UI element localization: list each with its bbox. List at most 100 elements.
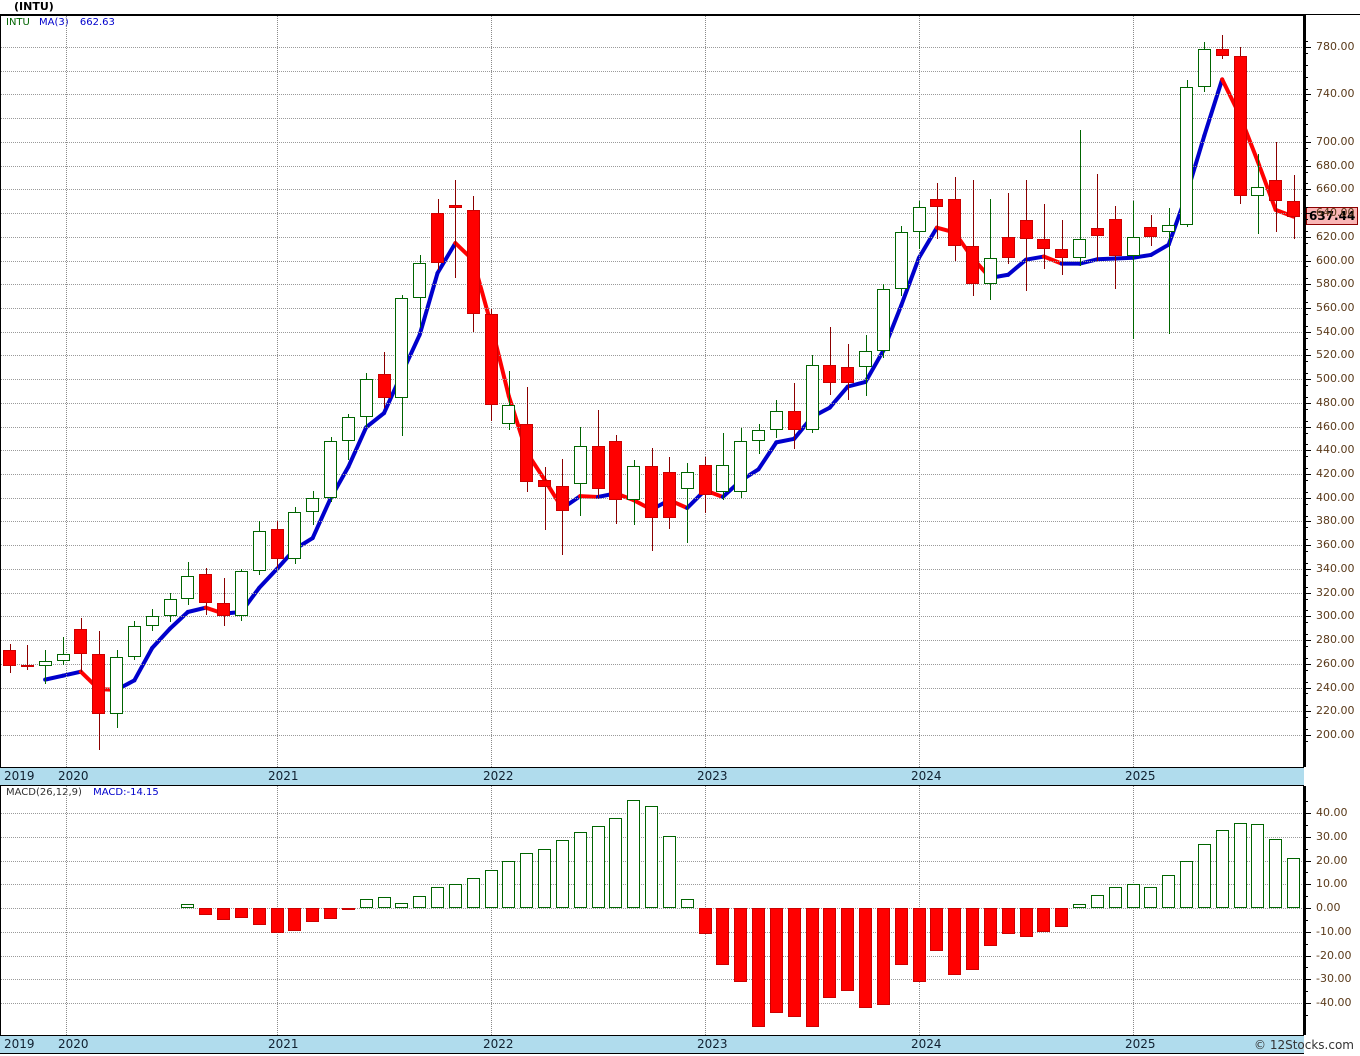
- candle-body[interactable]: [716, 464, 729, 492]
- macd-histogram-bar[interactable]: [253, 908, 266, 925]
- macd-histogram-bar[interactable]: [181, 904, 194, 908]
- candle-body[interactable]: [913, 207, 926, 233]
- candle-body[interactable]: [699, 464, 712, 496]
- candle-body[interactable]: [164, 598, 177, 617]
- macd-histogram-bar[interactable]: [663, 835, 676, 908]
- macd-histogram-bar[interactable]: [681, 898, 694, 908]
- candle-body[interactable]: [984, 258, 997, 285]
- macd-histogram-bar[interactable]: [502, 860, 515, 908]
- candle-body[interactable]: [3, 649, 16, 667]
- macd-histogram-bar[interactable]: [217, 908, 230, 920]
- macd-histogram-bar[interactable]: [609, 817, 622, 908]
- macd-histogram-bar[interactable]: [1287, 858, 1300, 908]
- candle-body[interactable]: [1144, 227, 1157, 237]
- date-axis-price[interactable]: 2019 2020 2021 2022 2023 2024 2025: [0, 767, 1304, 786]
- candle-body[interactable]: [235, 571, 248, 617]
- candle-body[interactable]: [574, 445, 587, 484]
- macd-histogram-bar[interactable]: [413, 896, 426, 908]
- candle-body[interactable]: [271, 528, 284, 560]
- candle-body[interactable]: [609, 440, 622, 501]
- candle-body[interactable]: [806, 364, 819, 431]
- macd-histogram-bar[interactable]: [895, 908, 908, 965]
- macd-histogram-bar[interactable]: [752, 908, 765, 1027]
- candle-body[interactable]: [378, 374, 391, 399]
- macd-histogram-bar[interactable]: [378, 897, 391, 908]
- macd-y-axis[interactable]: [1304, 786, 1360, 1035]
- macd-histogram-bar[interactable]: [360, 898, 373, 908]
- macd-histogram-bar[interactable]: [306, 908, 319, 923]
- candle-body[interactable]: [1180, 87, 1193, 225]
- candle-body[interactable]: [253, 530, 266, 572]
- candle-body[interactable]: [128, 625, 141, 657]
- candle-body[interactable]: [39, 661, 52, 667]
- macd-histogram-bar[interactable]: [966, 908, 979, 970]
- macd-histogram-bar[interactable]: [734, 908, 747, 982]
- macd-histogram-bar[interactable]: [627, 799, 640, 908]
- candle-body[interactable]: [431, 213, 444, 263]
- macd-histogram-bar[interactable]: [467, 878, 480, 908]
- macd-panel[interactable]: MACD(26,12,9) MACD:-14.15: [0, 786, 1304, 1035]
- macd-histogram-bar[interactable]: [699, 908, 712, 935]
- macd-histogram-bar[interactable]: [948, 908, 961, 975]
- macd-histogram-bar[interactable]: [877, 908, 890, 1006]
- macd-histogram-bar[interactable]: [271, 908, 284, 933]
- candle-body[interactable]: [74, 629, 87, 655]
- candle-body[interactable]: [663, 471, 676, 518]
- candle-body[interactable]: [841, 367, 854, 383]
- macd-histogram-bar[interactable]: [1127, 884, 1140, 908]
- candle-body[interactable]: [645, 465, 658, 518]
- macd-histogram-bar[interactable]: [1073, 904, 1086, 908]
- macd-histogram-bar[interactable]: [788, 908, 801, 1018]
- macd-histogram-bar[interactable]: [235, 908, 248, 918]
- candle-body[interactable]: [859, 350, 872, 368]
- macd-histogram-bar[interactable]: [1251, 823, 1264, 908]
- candle-body[interactable]: [734, 440, 747, 492]
- candle-body[interactable]: [467, 209, 480, 314]
- macd-histogram-bar[interactable]: [288, 908, 301, 931]
- macd-histogram-bar[interactable]: [574, 832, 587, 908]
- candle-body[interactable]: [1055, 248, 1068, 259]
- macd-histogram-bar[interactable]: [431, 886, 444, 908]
- candle-body[interactable]: [110, 656, 123, 714]
- candle-body[interactable]: [1162, 224, 1175, 233]
- macd-histogram-bar[interactable]: [1020, 908, 1033, 937]
- candle-body[interactable]: [1127, 236, 1140, 256]
- macd-histogram-bar[interactable]: [1198, 843, 1211, 908]
- macd-histogram-bar[interactable]: [1269, 839, 1282, 908]
- candle-body[interactable]: [1198, 49, 1211, 88]
- macd-histogram-bar[interactable]: [199, 908, 212, 916]
- candle-body[interactable]: [823, 364, 836, 383]
- candle-body[interactable]: [181, 576, 194, 599]
- macd-histogram-bar[interactable]: [1109, 886, 1122, 908]
- macd-histogram-bar[interactable]: [859, 908, 872, 1008]
- candle-body[interactable]: [1037, 239, 1050, 249]
- macd-histogram-bar[interactable]: [645, 805, 658, 908]
- date-axis-macd[interactable]: 2019 2020 2021 2022 2023 2024 2025: [0, 1035, 1304, 1054]
- macd-histogram-bar[interactable]: [485, 870, 498, 908]
- candle-body[interactable]: [966, 246, 979, 285]
- macd-histogram-bar[interactable]: [520, 853, 533, 908]
- candle-body[interactable]: [92, 654, 105, 714]
- macd-histogram-bar[interactable]: [324, 908, 337, 919]
- macd-histogram-bar[interactable]: [538, 848, 551, 908]
- macd-histogram-bar[interactable]: [1055, 908, 1068, 927]
- macd-histogram-bar[interactable]: [806, 908, 819, 1027]
- candle-body[interactable]: [1109, 219, 1122, 256]
- macd-histogram-bar[interactable]: [1002, 908, 1015, 935]
- candle-body[interactable]: [627, 465, 640, 501]
- candle-body[interactable]: [342, 417, 355, 441]
- candle-body[interactable]: [288, 511, 301, 560]
- candle-body[interactable]: [556, 485, 569, 511]
- candle-body[interactable]: [1269, 179, 1282, 202]
- candle-body[interactable]: [485, 313, 498, 406]
- macd-histogram-bar[interactable]: [449, 884, 462, 908]
- candle-body[interactable]: [324, 440, 337, 498]
- price-y-axis[interactable]: [1304, 15, 1360, 767]
- macd-histogram-bar[interactable]: [716, 908, 729, 965]
- candle-body[interactable]: [538, 479, 551, 488]
- macd-histogram-bar[interactable]: [1162, 874, 1175, 908]
- macd-histogram-bar[interactable]: [823, 908, 836, 999]
- macd-histogram-bar[interactable]: [770, 908, 783, 1013]
- macd-histogram-bar[interactable]: [1091, 894, 1104, 908]
- candle-body[interactable]: [930, 198, 943, 208]
